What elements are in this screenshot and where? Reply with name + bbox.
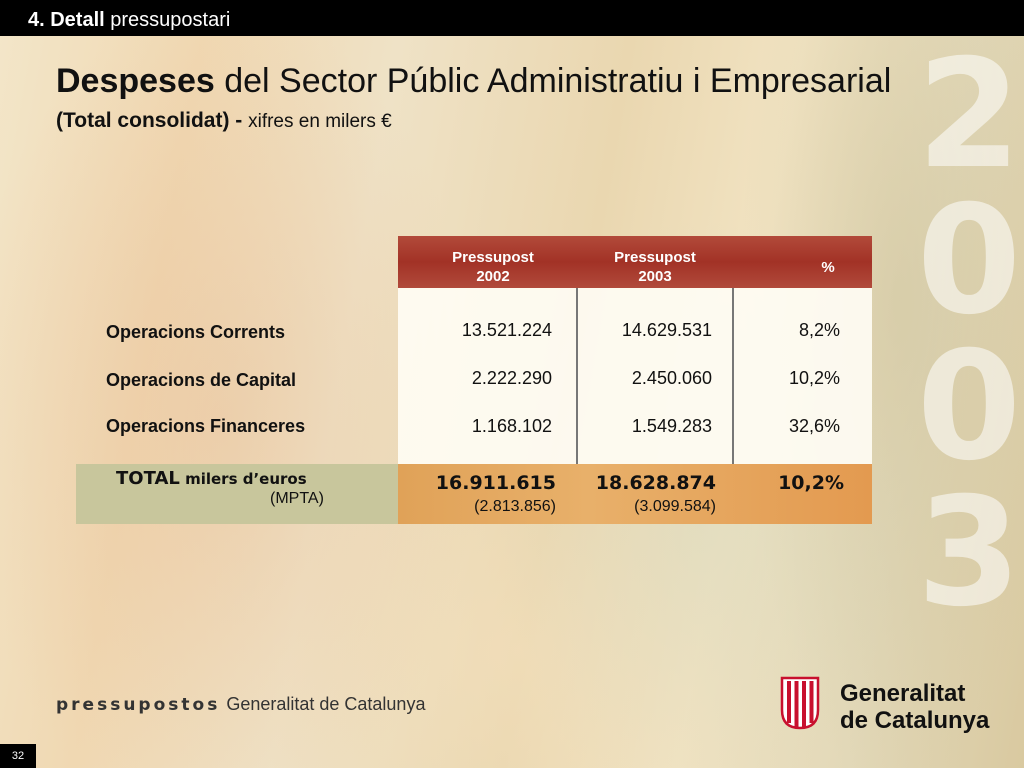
section-title: 4. Detall pressupostari: [28, 9, 231, 31]
value-percent: 10,2%: [788, 368, 840, 388]
value-2002: 2.222.290: [471, 368, 552, 388]
footer-branding: pressupostos Generalitat de Catalunya: [56, 694, 425, 715]
column-header-2002: Pressupost 2002: [452, 249, 534, 285]
value-2003: 14.629.531: [621, 320, 712, 340]
total-mpta-2003: (3.099.584): [634, 498, 716, 515]
footer-brand: pressupostos: [56, 695, 221, 715]
footer-org: Generalitat de Catalunya: [226, 694, 426, 714]
total-sublabel: (MPTA): [270, 490, 324, 507]
value-2002: 1.168.102: [471, 416, 552, 436]
value-2002: 13.521.224: [461, 320, 552, 340]
value-percent: 32,6%: [788, 416, 840, 436]
page-number: 32: [0, 744, 36, 768]
year-digit: 2: [916, 28, 1022, 202]
column-divider: [576, 288, 578, 464]
page-title: Despeses del Sector Públic Administratiu…: [56, 62, 892, 100]
row-label: Operacions Financeres: [106, 416, 306, 436]
total-mpta-2002: (2.813.856): [474, 498, 556, 515]
value-percent: 8,2%: [798, 320, 840, 340]
total-values-band: [398, 464, 872, 524]
table-body-band: [398, 288, 872, 464]
row-label: Operacions Corrents: [106, 322, 286, 342]
total-2003: 18.628.874: [595, 472, 716, 494]
senyera-icon: [780, 676, 820, 730]
top-bar: 4. Detall pressupostari: [0, 0, 1024, 36]
value-2003: 2.450.060: [631, 368, 712, 388]
total-percent: 10,2%: [778, 472, 844, 494]
total-label: TOTAL milers d’euros: [116, 468, 307, 489]
page-subtitle: (Total consolidat) - xifres en milers €: [56, 109, 392, 132]
logo-wordmark: Generalitat de Catalunya: [840, 680, 990, 734]
total-label-band: [76, 464, 398, 524]
total-2002: 16.911.615: [435, 472, 556, 494]
column-header-percent: %: [821, 259, 835, 276]
year-digit: 0: [916, 320, 1022, 494]
year-digit: 0: [916, 174, 1022, 348]
column-divider: [732, 288, 734, 464]
year-watermark: 2 0 0 3: [914, 28, 1024, 640]
value-2003: 1.549.283: [631, 416, 712, 436]
table-header-band: [398, 236, 872, 288]
row-label: Operacions de Capital: [106, 370, 297, 390]
year-digit: 3: [916, 466, 1022, 640]
column-header-2003: Pressupost 2003: [614, 249, 696, 285]
budget-table: Pressupost 2002 Pressupost 2003 % Operacio…: [76, 236, 872, 526]
